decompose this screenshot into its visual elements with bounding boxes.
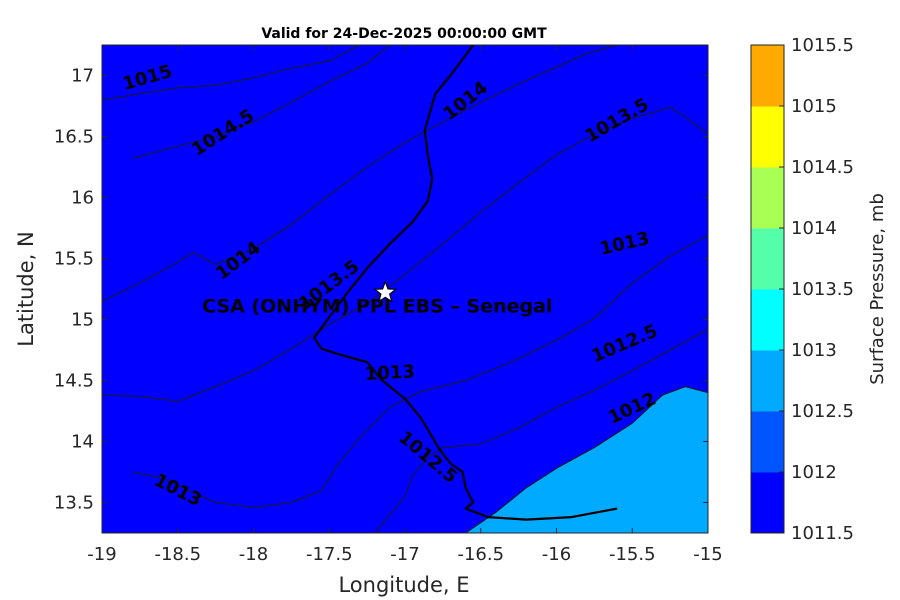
y-tick-label: 13.5 [54,493,94,514]
colorbar-tick-label: 1013.5 [791,279,854,300]
y-tick-label: 16.5 [54,127,94,148]
y-tick-label: 14.5 [54,371,94,392]
x-axis-ticks: -19 -18.5 -18 -17.5 -17 -16.5 -16 -15.5 -15 [87,45,723,565]
x-tick-label: -16.5 [457,544,504,565]
colorbar: 1011.5 1012 1012.5 1013 1013.5 1014 1014.5 1015… [750,35,854,544]
colorbar-tick-label: 1014 [791,218,837,239]
x-tick-label: -16 [542,544,571,565]
x-axis-label: Longitude, E [338,573,469,597]
contour-fills [102,45,708,533]
site-star-icon [373,279,398,303]
x-tick-label: -19 [87,544,116,565]
contour-line-1013-5 [102,45,618,302]
contour-fill-1011-5 [102,45,708,533]
colorbar-tick-label: 1013 [791,340,837,361]
colorbar-segment [751,106,784,168]
colorbar-segment [751,289,784,351]
site-layer: CSA (ONHYM) PPL EBS – Senegal [202,279,552,318]
colorbar-segment [751,45,784,107]
contour-lines [102,45,708,533]
y-tick-label: 15 [71,310,94,331]
colorbar-tick-label: 1012 [791,462,837,483]
contour-line-1012 [374,328,708,533]
contour-label: 1013 [364,361,415,385]
y-tick-label: 15.5 [54,249,94,270]
colorbar-tick-label: 1012.5 [791,401,854,422]
y-tick-label: 17 [71,66,94,87]
contour-line-1012-5 [132,234,708,508]
x-tick-label: -15.5 [609,544,656,565]
x-tick-label: -15 [693,544,722,565]
colorbar-segment [751,228,784,290]
colorbar-segment [751,167,784,229]
chart-title: Valid for 24-Dec-2025 00:00:00 GMT [261,26,547,42]
y-axis-label: Latitude, N [14,231,38,347]
contour-line-1014 [132,45,391,159]
y-axis-ticks: 13.5 14 14.5 15 15.5 16 16.5 17 [54,66,708,514]
colorbar-tick-label: 1014.5 [791,157,854,178]
x-tick-label: -17.5 [306,544,353,565]
x-tick-label: -18 [239,544,268,565]
colorbar-label: Surface Pressure, mb [867,193,888,385]
coastline-layer [313,45,618,521]
x-tick-label: -17 [390,544,419,565]
x-tick-label: -18.5 [154,544,201,565]
colorbar-segment [751,472,784,534]
colorbar-tick-label: 1015.5 [791,35,854,56]
y-tick-label: 14 [71,432,94,453]
contour-line-1011-5 [465,386,708,533]
contour-line-1014-5 [102,45,360,101]
y-tick-label: 16 [71,188,94,209]
site-label: CSA (ONHYM) PPL EBS – Senegal [202,296,552,318]
colorbar-segment [751,411,784,473]
coastline [313,45,618,521]
colorbar-tick-label: 1011.5 [791,523,854,544]
contour-line-1013 [102,106,708,402]
colorbar-segment [751,350,784,412]
colorbar-tick-label: 1015 [791,96,837,117]
